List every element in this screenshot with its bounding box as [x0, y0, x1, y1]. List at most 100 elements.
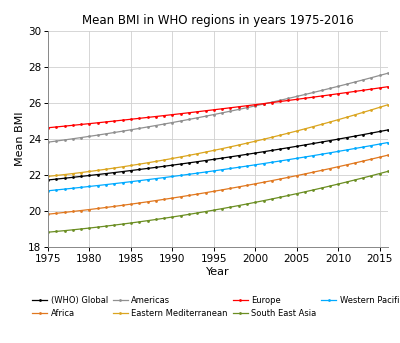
- Americas: [261, 102, 266, 106]
- Americas: [170, 120, 175, 125]
- Africa: [236, 185, 241, 189]
- South East Asia: [104, 224, 108, 228]
- Western Pacific: [311, 154, 316, 158]
- Africa: [377, 155, 382, 159]
- Western Pacific: [270, 160, 274, 164]
- Africa: [46, 212, 50, 216]
- Europe: [328, 93, 332, 97]
- Western Pacific: [186, 172, 191, 176]
- Africa: [344, 163, 349, 167]
- Africa: [311, 170, 316, 174]
- Americas: [286, 96, 291, 100]
- Line: South East Asia: South East Asia: [47, 170, 389, 234]
- South East Asia: [328, 184, 332, 188]
- South East Asia: [186, 212, 191, 216]
- Western Pacific: [319, 152, 324, 156]
- Africa: [294, 174, 299, 178]
- Americas: [87, 134, 92, 138]
- (WHO) Global: [386, 128, 390, 132]
- Western Pacific: [236, 165, 241, 169]
- Americas: [228, 109, 233, 113]
- South East Asia: [253, 200, 258, 204]
- (WHO) Global: [79, 174, 84, 178]
- Europe: [70, 123, 75, 127]
- South East Asia: [361, 176, 366, 180]
- Western Pacific: [294, 156, 299, 161]
- South East Asia: [236, 203, 241, 208]
- Africa: [278, 177, 282, 181]
- South East Asia: [145, 218, 150, 223]
- Europe: [87, 121, 92, 126]
- Africa: [203, 191, 208, 195]
- Africa: [154, 199, 158, 203]
- Africa: [87, 208, 92, 212]
- Americas: [236, 107, 241, 111]
- Eastern Mediterranean: [120, 165, 125, 169]
- Americas: [203, 114, 208, 118]
- Europe: [303, 96, 308, 100]
- Europe: [344, 91, 349, 95]
- Eastern Mediterranean: [128, 164, 133, 168]
- Africa: [95, 206, 100, 211]
- (WHO) Global: [253, 151, 258, 155]
- (WHO) Global: [137, 167, 142, 172]
- Americas: [112, 130, 117, 134]
- Eastern Mediterranean: [377, 105, 382, 109]
- (WHO) Global: [87, 174, 92, 178]
- Eastern Mediterranean: [361, 110, 366, 115]
- Western Pacific: [369, 143, 374, 147]
- (WHO) Global: [328, 139, 332, 143]
- South East Asia: [95, 225, 100, 229]
- South East Asia: [294, 192, 299, 196]
- (WHO) Global: [369, 131, 374, 135]
- (WHO) Global: [261, 150, 266, 154]
- Eastern Mediterranean: [236, 143, 241, 147]
- Americas: [328, 86, 332, 91]
- Eastern Mediterranean: [294, 129, 299, 133]
- Western Pacific: [46, 189, 50, 193]
- Europe: [186, 111, 191, 115]
- Eastern Mediterranean: [137, 162, 142, 166]
- Eastern Mediterranean: [162, 158, 166, 162]
- Western Pacific: [154, 177, 158, 181]
- Africa: [369, 157, 374, 161]
- Americas: [70, 137, 75, 141]
- Europe: [245, 104, 250, 108]
- Eastern Mediterranean: [170, 156, 175, 161]
- Americas: [120, 129, 125, 133]
- Eastern Mediterranean: [286, 131, 291, 135]
- Western Pacific: [195, 171, 200, 175]
- Americas: [319, 88, 324, 93]
- Western Pacific: [170, 175, 175, 179]
- (WHO) Global: [377, 129, 382, 133]
- Americas: [344, 82, 349, 86]
- Eastern Mediterranean: [344, 115, 349, 119]
- Western Pacific: [303, 155, 308, 159]
- Africa: [253, 182, 258, 186]
- Americas: [95, 133, 100, 137]
- Africa: [62, 210, 67, 214]
- South East Asia: [128, 221, 133, 225]
- (WHO) Global: [245, 152, 250, 156]
- Line: Western Pacific: Western Pacific: [47, 141, 389, 192]
- (WHO) Global: [154, 165, 158, 169]
- South East Asia: [70, 228, 75, 232]
- Africa: [212, 189, 216, 193]
- (WHO) Global: [95, 173, 100, 177]
- Europe: [54, 125, 59, 129]
- Africa: [352, 161, 357, 165]
- Europe: [203, 109, 208, 113]
- (WHO) Global: [70, 175, 75, 179]
- Eastern Mediterranean: [278, 133, 282, 137]
- Americas: [62, 138, 67, 142]
- Europe: [104, 120, 108, 124]
- (WHO) Global: [336, 137, 341, 141]
- Eastern Mediterranean: [245, 141, 250, 145]
- (WHO) Global: [62, 176, 67, 180]
- South East Asia: [261, 199, 266, 203]
- Americas: [46, 140, 50, 144]
- South East Asia: [228, 205, 233, 209]
- South East Asia: [319, 186, 324, 190]
- Line: Europe: Europe: [47, 85, 389, 129]
- South East Asia: [220, 206, 224, 211]
